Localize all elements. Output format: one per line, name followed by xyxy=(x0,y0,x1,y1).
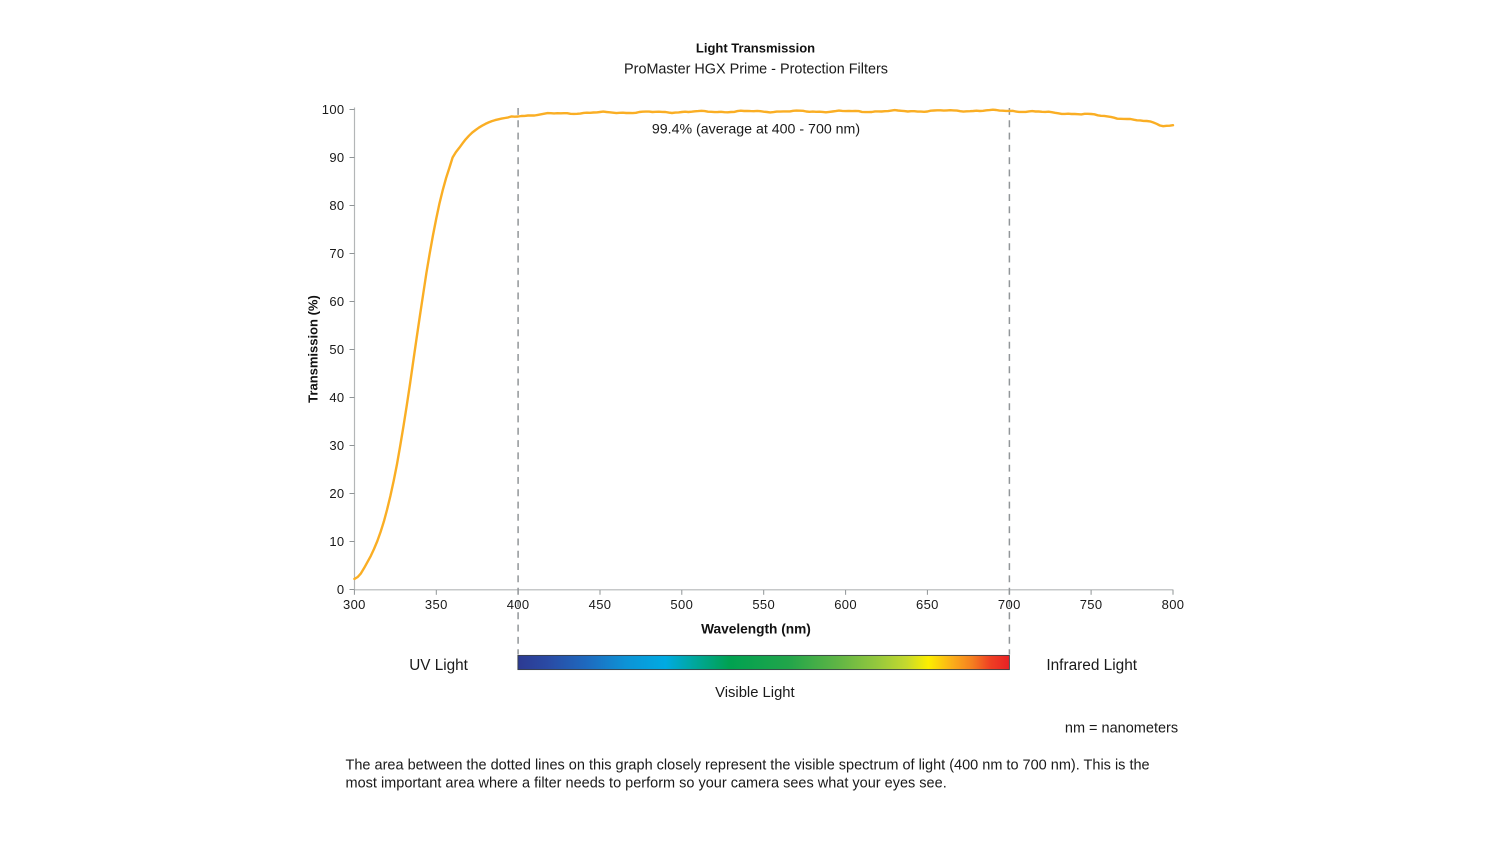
svg-text:750: 750 xyxy=(1080,597,1103,612)
svg-text:90: 90 xyxy=(329,150,344,165)
svg-text:550: 550 xyxy=(752,597,775,612)
svg-text:Visible Light: Visible Light xyxy=(715,685,795,701)
svg-text:400: 400 xyxy=(507,597,530,612)
svg-text:70: 70 xyxy=(329,246,344,261)
svg-text:10: 10 xyxy=(329,534,344,549)
svg-text:20: 20 xyxy=(329,486,344,501)
svg-text:ProMaster HGX Prime - Protecti: ProMaster HGX Prime - Protection Filters xyxy=(624,61,888,77)
svg-text:650: 650 xyxy=(916,597,939,612)
svg-text:99.4% (average at 400 - 700 nm: 99.4% (average at 400 - 700 nm) xyxy=(652,121,860,137)
svg-text:450: 450 xyxy=(589,597,612,612)
svg-text:80: 80 xyxy=(329,198,344,213)
svg-text:50: 50 xyxy=(329,342,344,357)
svg-text:500: 500 xyxy=(670,597,693,612)
svg-text:The area between the dotted li: The area between the dotted lines on thi… xyxy=(346,757,1150,773)
svg-text:700: 700 xyxy=(998,597,1021,612)
svg-text:Transmission (%): Transmission (%) xyxy=(306,295,321,403)
svg-text:nm = nanometers: nm = nanometers xyxy=(1065,720,1178,736)
svg-text:60: 60 xyxy=(329,294,344,309)
svg-text:40: 40 xyxy=(329,390,344,405)
svg-text:800: 800 xyxy=(1162,597,1185,612)
svg-text:300: 300 xyxy=(343,597,366,612)
svg-text:Infrared Light: Infrared Light xyxy=(1046,657,1137,674)
svg-text:Light Transmission: Light Transmission xyxy=(696,40,815,55)
svg-text:30: 30 xyxy=(329,438,344,453)
svg-text:Wavelength (nm): Wavelength (nm) xyxy=(701,622,811,637)
svg-text:600: 600 xyxy=(834,597,857,612)
svg-text:UV Light: UV Light xyxy=(409,657,468,674)
svg-text:0: 0 xyxy=(337,582,345,597)
svg-text:100: 100 xyxy=(322,102,345,117)
svg-text:most important area where a fi: most important area where a filter needs… xyxy=(346,776,947,792)
svg-text:350: 350 xyxy=(425,597,448,612)
